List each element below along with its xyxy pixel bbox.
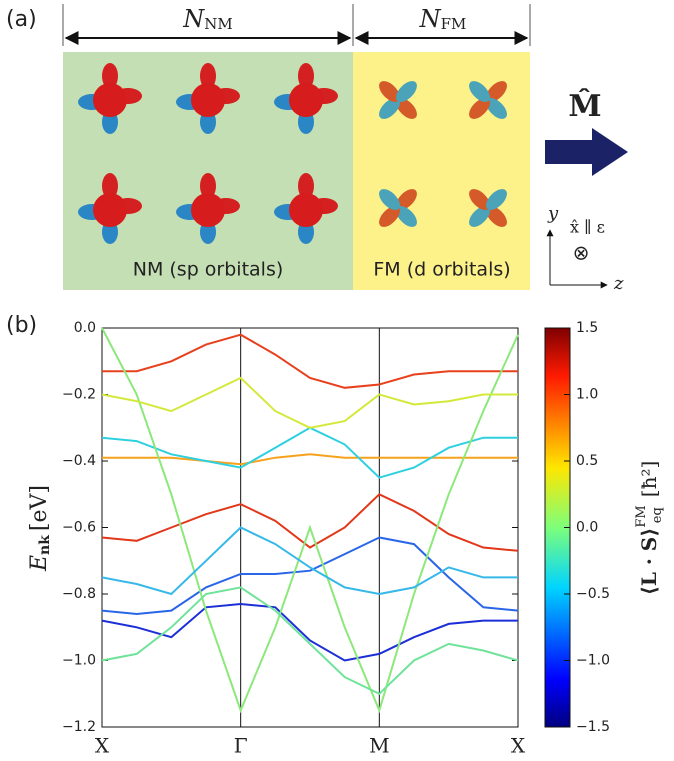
colorbar-tick-label: 1.0 xyxy=(576,387,598,403)
axis-z: z xyxy=(613,273,624,294)
band xyxy=(101,526,518,596)
d-lobe xyxy=(486,189,507,210)
band xyxy=(101,376,518,429)
band xyxy=(102,453,518,466)
p-lobe xyxy=(102,63,118,89)
y-tick-label: −0.6 xyxy=(62,520,96,536)
d-lobe xyxy=(486,98,507,119)
d-lobe xyxy=(379,81,400,102)
s-orbital xyxy=(191,83,225,117)
plot: −1.2 −1.0 −0.8 −0.6 −0.4 −0.2 0.0 X Γ M X xyxy=(62,320,526,758)
fm-text: FM (d orbitals) xyxy=(373,259,510,281)
orbitals xyxy=(78,63,507,244)
x-tick-label: M xyxy=(369,734,389,758)
d-lobe xyxy=(379,189,400,210)
y-tick-label: −0.4 xyxy=(62,453,96,469)
d-lobe xyxy=(396,189,417,210)
s-orbital xyxy=(93,83,127,117)
colorbar-tick-label: −1.5 xyxy=(576,719,610,735)
p-lobe xyxy=(200,63,216,89)
y-tick-label: −0.8 xyxy=(62,586,96,602)
x-tick-label: X xyxy=(95,734,110,758)
colorbar-tick-label: 0.0 xyxy=(576,520,598,536)
s-orbital xyxy=(289,83,323,117)
colorbar-tick-label: −0.5 xyxy=(576,586,610,602)
band xyxy=(101,327,519,714)
d-lobe xyxy=(379,206,400,227)
d-lobe xyxy=(486,81,507,102)
p-lobe xyxy=(102,173,118,199)
d-lobe xyxy=(396,81,417,102)
band xyxy=(102,333,518,389)
p-lobe xyxy=(298,63,314,89)
magnetization-label: M̂ xyxy=(568,89,601,124)
d-lobe xyxy=(396,206,417,227)
d-lobe xyxy=(469,98,490,119)
y-axis-label: Enk[eV] xyxy=(27,485,53,572)
colorbar-tick-label: 1.5 xyxy=(576,320,598,336)
into-page: ⊗ xyxy=(573,241,590,265)
p-lobe xyxy=(298,173,314,199)
x-tick-label: Γ xyxy=(234,734,248,758)
y-tick-label: −0.2 xyxy=(62,387,96,403)
band xyxy=(101,602,518,662)
axis-y: y xyxy=(547,203,559,224)
panel-label: (a) xyxy=(6,7,37,32)
p-lobe xyxy=(200,173,216,199)
colorbar-tick-label: −1.0 xyxy=(576,653,610,669)
panel-label: (b) xyxy=(6,313,37,338)
y-tick-label: −1.0 xyxy=(62,653,96,669)
band xyxy=(101,536,519,616)
s-orbital xyxy=(191,193,225,227)
colorbar-tick-label: 0.5 xyxy=(576,453,598,469)
d-lobe xyxy=(486,206,507,227)
s-orbital xyxy=(93,193,127,227)
d-lobe xyxy=(379,98,400,119)
n-nm: NNM xyxy=(182,5,232,34)
y-tick-label: 0.0 xyxy=(74,320,96,336)
d-lobe xyxy=(469,81,490,102)
colorbar-label: ⟨L · S⟩FMeq[ħ²] xyxy=(634,461,665,596)
s-orbital xyxy=(289,193,323,227)
y-tick-label: −1.2 xyxy=(62,719,96,735)
field-label: x̂ ∥ ε xyxy=(570,218,605,237)
d-lobe xyxy=(469,189,490,210)
magnetization-arrow xyxy=(545,128,628,176)
n-fm: NFM xyxy=(419,5,467,34)
band xyxy=(101,493,519,552)
nm-text: NM (sp orbitals) xyxy=(133,259,284,281)
band xyxy=(101,586,519,696)
d-lobe xyxy=(396,98,417,119)
x-tick-label: X xyxy=(511,734,526,758)
d-lobe xyxy=(469,206,490,227)
